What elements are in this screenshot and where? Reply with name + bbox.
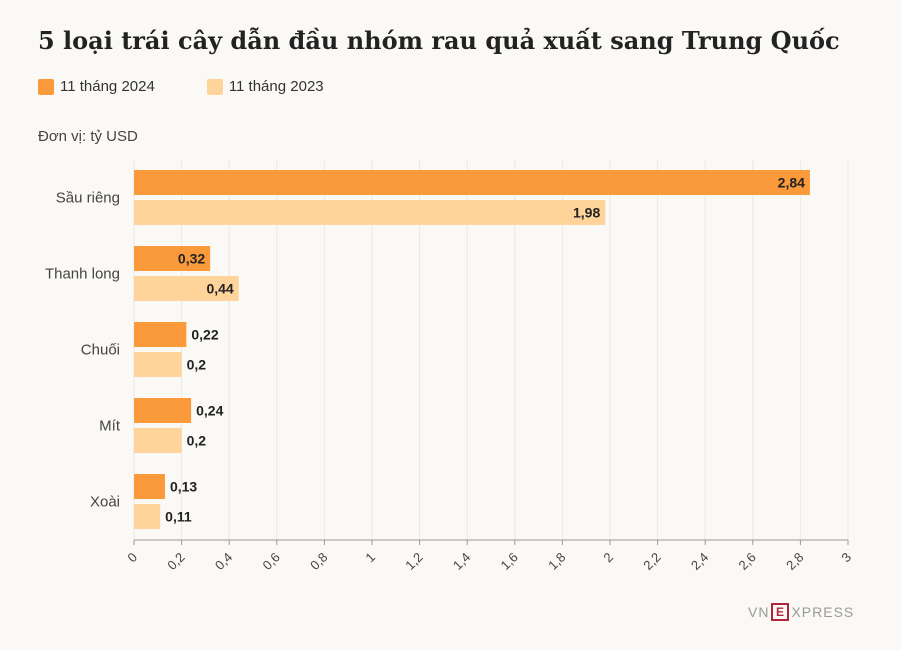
bar [134, 474, 165, 499]
x-tick-label: 0,8 [307, 550, 330, 573]
legend-swatch-2023 [206, 78, 223, 95]
x-tick-label: 1 [362, 550, 378, 566]
data-label: 2,84 [778, 175, 805, 191]
x-tick-label: 1,8 [545, 550, 568, 573]
vnexpress-logo: VN E XPRESS [748, 603, 854, 621]
bar [134, 428, 182, 453]
x-tick-label: 2 [600, 550, 616, 566]
data-label: 0,2 [187, 357, 207, 373]
category-label: Mít [99, 418, 121, 435]
data-label: 0,11 [165, 509, 192, 525]
x-tick-label: 3 [838, 550, 854, 566]
bar-chart: 0 0,2 0,4 0,6 0,8 1 1,2 1,4 1,6 1,8 2 2,2 2,4 2,6 2,8 3… [45, 160, 854, 573]
x-tick-label: 0,2 [164, 550, 187, 573]
bar [134, 504, 161, 529]
bar [134, 246, 211, 271]
data-label: 0,2 [187, 433, 207, 449]
logo-vn: VN [748, 604, 770, 620]
x-tick-label: 0,6 [260, 550, 283, 573]
logo-e: E [771, 603, 790, 621]
data-label: 1,98 [573, 205, 600, 221]
x-tick-label: 2,6 [736, 550, 759, 573]
legend: 11 tháng 2024 11 tháng 2023 [38, 78, 324, 95]
bar [134, 398, 192, 423]
bar [134, 170, 810, 195]
x-tick-label: 1,2 [402, 550, 425, 573]
logo-press: XPRESS [791, 604, 855, 620]
legend-item-2024: 11 tháng 2024 [38, 78, 155, 95]
legend-label-2024: 11 tháng 2024 [60, 78, 155, 95]
bar [134, 322, 187, 347]
category-label: Xoài [90, 494, 120, 511]
legend-label-2023: 11 tháng 2023 [228, 78, 324, 95]
x-tick-label: 0 [124, 550, 140, 566]
data-label: 0,44 [206, 281, 233, 297]
x-tick-label: 1,6 [498, 550, 521, 573]
data-label: 0,22 [191, 327, 218, 343]
x-tick-label: 2,8 [783, 550, 806, 573]
bar [134, 200, 606, 225]
bar [134, 276, 239, 301]
legend-swatch-2024 [38, 78, 54, 95]
x-tick-label: 0,4 [212, 550, 235, 573]
category-label: Sầu riêng [56, 190, 120, 207]
data-label: 0,32 [178, 251, 205, 267]
x-tick-label: 2,4 [688, 550, 711, 573]
category-label: Chuối [81, 342, 120, 359]
data-label: 0,13 [170, 479, 197, 495]
chart-title: 5 loại trái cây dẫn đầu nhóm rau quả xuấ… [38, 26, 840, 55]
data-label: 0,24 [196, 403, 223, 419]
x-tick-label: 2,2 [640, 550, 663, 573]
bar [134, 352, 182, 377]
x-tick-label: 1,4 [450, 550, 473, 573]
category-label: Thanh long [45, 266, 120, 283]
unit-label: Đơn vị: tỷ USD [38, 128, 138, 145]
legend-item-2023: 11 tháng 2023 [206, 78, 324, 95]
